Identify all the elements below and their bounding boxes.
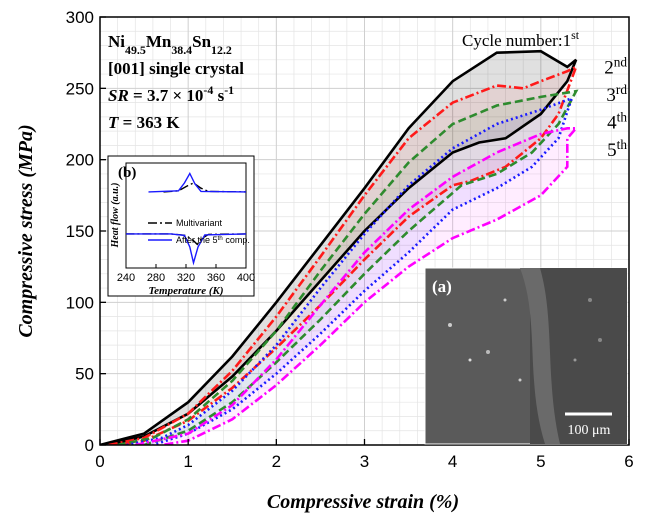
inset-x-tick-label: 280 — [147, 272, 165, 284]
series-line — [100, 49, 578, 445]
y-tick-label: 250 — [66, 79, 94, 98]
x-tick-label: 6 — [624, 452, 633, 471]
x-axis-label: Compressive strain (%) — [267, 491, 459, 513]
scale-bar-label: 100 μm — [568, 423, 611, 438]
y-tick-label: 150 — [66, 222, 94, 241]
inset-y-label: Heat flow (a.u.) — [110, 183, 121, 249]
inset-x-tick-label: 400 — [237, 272, 255, 284]
x-tick-label: 0 — [95, 452, 104, 471]
inset-image — [424, 267, 628, 445]
legend-label: 2nd — [604, 54, 627, 79]
annotation: Ni49.5Mn38.4Sn12.2 — [108, 32, 232, 57]
x-tick-label: 2 — [272, 452, 281, 471]
legend-label: After the 5th comp. — [176, 235, 250, 246]
y-tick-label: 200 — [66, 151, 94, 170]
legend-label: 4th — [607, 109, 627, 134]
inset-x-tick-label: 360 — [207, 272, 225, 284]
loop-fill — [117, 91, 577, 445]
y-tick-label: 300 — [66, 8, 94, 27]
series-line — [126, 96, 574, 445]
y-tick-label: 100 — [66, 293, 94, 312]
annotation: SR = 3.7 × 10-4 s-1 — [108, 83, 234, 105]
inset-x-tick-label: 240 — [117, 272, 135, 284]
inset-x-tick-label: 320 — [177, 272, 195, 284]
y-tick-label: 0 — [85, 436, 94, 455]
x-tick-label: 1 — [183, 452, 192, 471]
series-line — [126, 172, 247, 266]
annotation: T = 363 K — [108, 113, 180, 132]
legend-label: Multivariant — [176, 218, 223, 228]
inset-x-label: Temperature (K) — [148, 285, 223, 297]
x-tick-label: 5 — [536, 452, 545, 471]
legend-label: 3rd — [606, 82, 627, 107]
series-line — [135, 127, 579, 445]
inset-label: (a) — [432, 277, 452, 296]
loop-fill — [135, 128, 577, 445]
legend-label: 5th — [607, 137, 627, 162]
inset-label: (b) — [118, 165, 136, 181]
legend-label: 1st — [563, 28, 580, 50]
annotation: [001] single crystal — [108, 59, 244, 78]
y-tick-label: 50 — [75, 365, 94, 384]
y-axis-label: Compressive stress (MPa) — [15, 124, 37, 337]
x-tick-label: 4 — [448, 452, 457, 471]
legend-title: Cycle number:1st — [462, 28, 580, 50]
x-tick-label: 3 — [360, 452, 369, 471]
series-line — [108, 64, 579, 445]
inset-box — [107, 155, 255, 297]
series-line — [117, 89, 579, 445]
